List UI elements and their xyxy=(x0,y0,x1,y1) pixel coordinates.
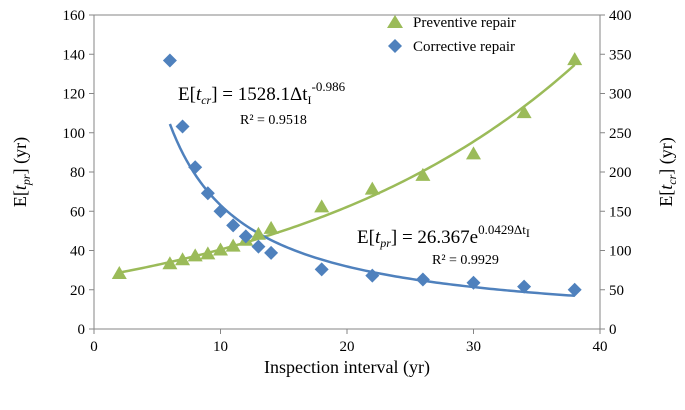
point-preventive xyxy=(175,252,191,266)
point-preventive xyxy=(516,105,532,119)
right-y-axis-ticks: 0 50 100 150 200 250 300 350 400 xyxy=(600,8,632,338)
point-corrective xyxy=(567,282,582,297)
x-axis-title: Inspection interval (yr) xyxy=(264,357,430,378)
point-corrective xyxy=(264,245,279,260)
point-corrective xyxy=(175,119,190,134)
legend-marker-preventive xyxy=(387,15,403,28)
data-markers xyxy=(111,52,583,297)
point-corrective xyxy=(466,275,481,290)
right-y-tick-label: 250 xyxy=(609,126,632,142)
legend-label-corrective: Corrective repair xyxy=(413,39,515,55)
point-corrective xyxy=(188,160,203,175)
left-y-tick-label: 80 xyxy=(70,165,85,181)
left-y-tick-label: 160 xyxy=(63,8,86,24)
left-y-tick-label: 20 xyxy=(70,283,85,299)
x-tick-label: 20 xyxy=(340,339,355,355)
left-y-tick-label: 0 xyxy=(78,322,86,338)
point-corrective xyxy=(162,53,177,68)
left-y-axis-title: E[tpr] (yr) xyxy=(10,137,33,207)
point-preventive xyxy=(263,220,279,234)
right-y-tick-label: 300 xyxy=(609,87,632,103)
x-tick-label: 30 xyxy=(466,339,481,355)
r2-corrective: R² = 0.9518 xyxy=(240,113,307,128)
point-preventive xyxy=(187,248,203,262)
point-preventive xyxy=(364,181,380,195)
equation-corrective: E[tcr] = 1528.1ΔtI-0.986 xyxy=(178,79,346,107)
point-preventive xyxy=(250,226,266,240)
point-corrective xyxy=(517,279,532,294)
point-preventive xyxy=(200,246,216,260)
point-corrective xyxy=(238,229,253,244)
point-preventive xyxy=(415,167,431,181)
point-preventive xyxy=(567,52,583,66)
point-preventive xyxy=(111,266,127,280)
point-preventive xyxy=(162,256,178,270)
point-corrective xyxy=(226,218,241,233)
left-y-tick-label: 140 xyxy=(63,47,86,63)
left-y-tick-label: 40 xyxy=(70,244,85,260)
point-corrective xyxy=(251,239,266,254)
left-y-tick-label: 60 xyxy=(70,204,85,220)
point-preventive xyxy=(225,238,241,252)
right-y-tick-label: 50 xyxy=(609,283,624,299)
point-corrective xyxy=(365,268,380,283)
right-y-tick-label: 200 xyxy=(609,165,632,181)
right-y-tick-label: 350 xyxy=(609,47,632,63)
legend-marker-corrective xyxy=(388,39,402,53)
right-y-tick-label: 400 xyxy=(609,8,632,24)
right-y-axis-title: E[tcr] (yr) xyxy=(656,137,679,207)
r2-preventive: R² = 0.9929 xyxy=(432,253,499,268)
left-y-tick-label: 100 xyxy=(63,126,86,142)
legend: Preventive repair Corrective repair xyxy=(387,15,516,55)
point-preventive xyxy=(314,199,330,213)
equation-preventive: E[tpr] = 26.367e0.0429ΔtI xyxy=(357,222,530,250)
x-tick-label: 10 xyxy=(213,339,228,355)
left-y-axis-ticks: 0 20 40 60 80 100 120 140 160 xyxy=(63,8,94,338)
point-corrective xyxy=(200,186,215,201)
x-tick-label: 0 xyxy=(90,339,98,355)
point-preventive xyxy=(466,146,481,160)
point-preventive xyxy=(213,242,228,256)
right-y-tick-label: 0 xyxy=(609,322,617,338)
point-corrective xyxy=(415,272,430,287)
left-y-tick-label: 120 xyxy=(63,87,86,103)
right-y-tick-label: 150 xyxy=(609,204,632,220)
point-corrective xyxy=(213,204,228,219)
legend-label-preventive: Preventive repair xyxy=(413,15,516,31)
x-tick-label: 40 xyxy=(593,339,608,355)
right-y-tick-label: 100 xyxy=(609,244,632,260)
x-axis-ticks: 0 10 20 30 40 xyxy=(90,329,608,355)
point-corrective xyxy=(314,262,329,277)
